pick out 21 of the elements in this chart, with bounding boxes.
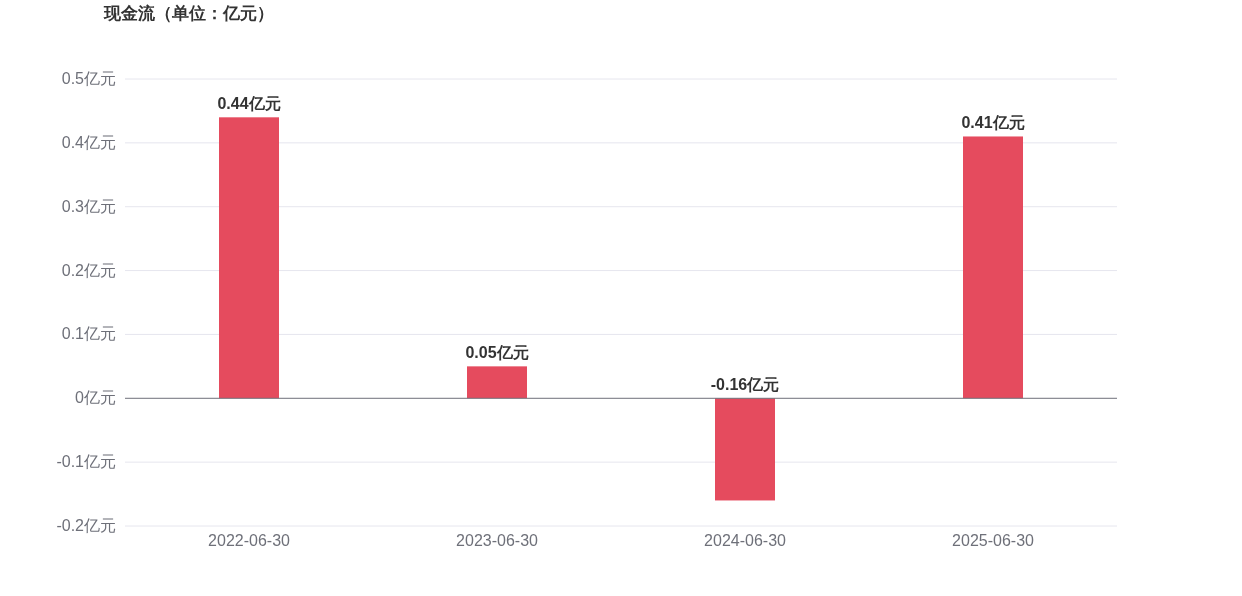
- bar: [715, 398, 775, 501]
- y-tick-label: 0.3亿元: [61, 197, 116, 215]
- x-tick-label: 2023-06-30: [456, 532, 539, 549]
- y-tick-label: 0.5亿元: [61, 70, 116, 87]
- bar: [219, 117, 279, 399]
- y-tick-label: 0.1亿元: [61, 325, 116, 343]
- data-label: 0.05亿元: [465, 344, 529, 362]
- y-tick-label: 0.2亿元: [61, 261, 116, 279]
- y-tick-label: -0.1亿元: [56, 453, 116, 471]
- data-label: -0.16亿元: [710, 376, 780, 394]
- y-tick-label: 0亿元: [75, 389, 116, 407]
- x-tick-label: 2022-06-30: [208, 532, 291, 549]
- data-label: 0.41亿元: [961, 114, 1025, 132]
- data-label: 0.44亿元: [217, 95, 281, 113]
- bar: [467, 366, 527, 399]
- bar: [963, 136, 1023, 399]
- y-tick-label: 0.4亿元: [61, 133, 116, 151]
- x-tick-label: 2025-06-30: [952, 532, 1035, 549]
- chart-title: 现金流（单位：亿元）: [103, 4, 274, 23]
- x-tick-label: 2024-06-30: [704, 532, 787, 549]
- y-tick-label: -0.2亿元: [56, 517, 116, 534]
